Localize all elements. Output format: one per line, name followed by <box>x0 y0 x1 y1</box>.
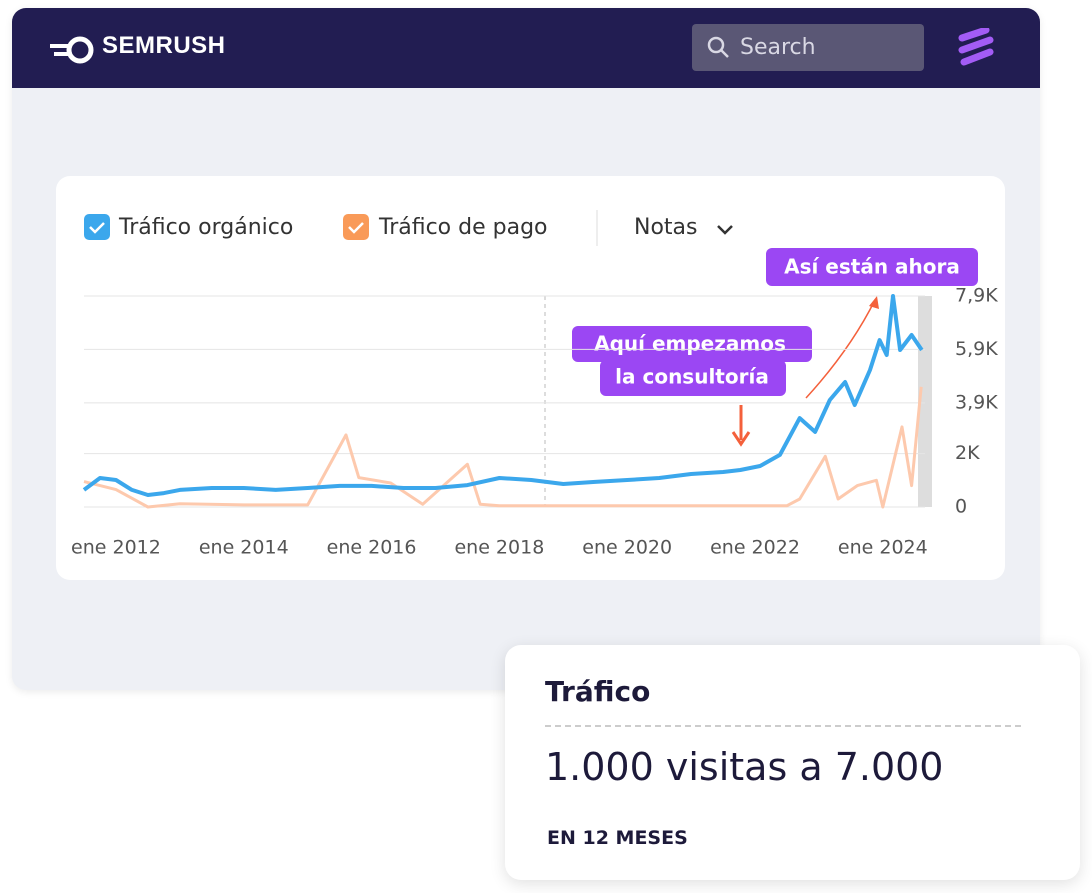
x-tick-label: ene 2024 <box>838 537 928 559</box>
card-text: 1.000 visitas a 7.000 <box>545 745 944 789</box>
annotation-box <box>766 248 978 286</box>
x-tick-label: ene 2018 <box>454 537 544 559</box>
annotation: Aquí empezamos <box>594 332 786 356</box>
annotation: Así están ahora <box>784 255 960 279</box>
card-title: Tráfico <box>545 675 651 708</box>
annotation-box <box>572 326 812 362</box>
search-icon <box>707 36 729 58</box>
summary-card: Tráfico 1.000 visitas a 7.000 EN 12 MESE… <box>505 645 1080 880</box>
annotation-box <box>600 360 786 396</box>
y-tick-label: 5,9K <box>955 338 998 360</box>
search-box[interactable]: Search <box>692 24 924 71</box>
x-tick-label: ene 2022 <box>710 537 800 559</box>
x-tick-label: ene 2016 <box>327 537 417 559</box>
brand: SEMRUSH <box>102 32 226 59</box>
card-footnote: EN 12 MESES <box>547 827 688 849</box>
x-tick-label: ene 2020 <box>582 537 672 559</box>
legend-checkbox[interactable] <box>84 214 110 240</box>
y-tick-label: 0 <box>955 496 967 518</box>
legend-label: Tráfico orgánico <box>118 215 293 240</box>
series-line <box>82 294 924 497</box>
y-tick-label: 3,9K <box>955 391 998 413</box>
logo-icon <box>50 36 94 64</box>
legend-label: Tráfico de pago <box>378 215 548 240</box>
search-placeholder: Search <box>740 35 816 60</box>
x-tick-label: ene 2012 <box>71 537 161 559</box>
y-tick-label: 7,9K <box>955 285 998 307</box>
series-line <box>83 386 923 509</box>
legend-checkbox[interactable] <box>343 214 369 240</box>
header: SEMRUSH Search <box>12 8 1040 88</box>
annotation: la consultoría <box>615 365 769 389</box>
x-tick-label: ene 2014 <box>199 537 289 559</box>
menu-icon[interactable] <box>956 28 996 68</box>
y-tick-label: 2K <box>955 442 980 464</box>
notes-dropdown[interactable]: Notas <box>634 215 698 240</box>
